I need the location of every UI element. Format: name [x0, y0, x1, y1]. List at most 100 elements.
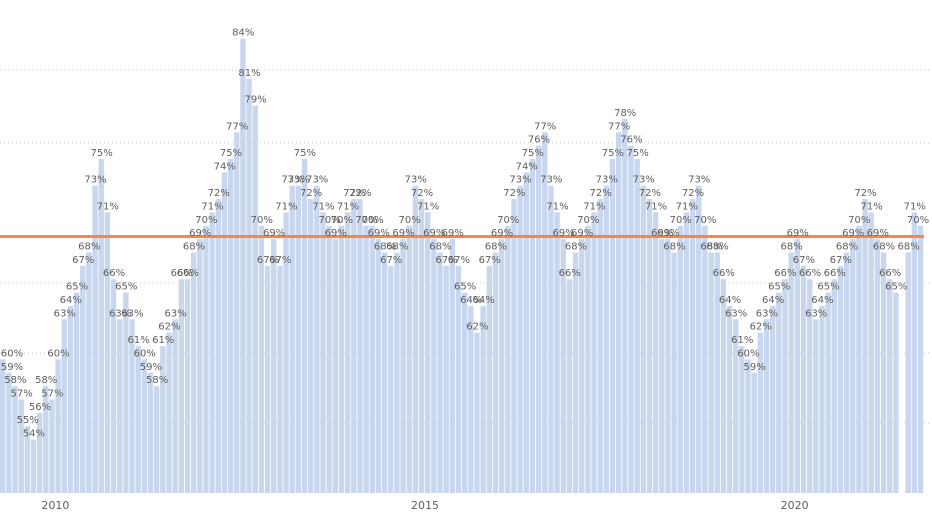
data-label: 68% [700, 242, 722, 253]
bar [141, 359, 148, 493]
data-label: 71% [645, 201, 667, 212]
bar [468, 305, 474, 493]
bar [523, 172, 529, 493]
bar [234, 132, 240, 493]
bar-series [0, 38, 924, 494]
bar [585, 225, 591, 493]
data-label: 60% [1, 348, 23, 359]
bar [117, 319, 123, 493]
bar [498, 239, 505, 493]
data-label: 72% [854, 188, 876, 199]
bar [123, 292, 129, 493]
bar [289, 185, 295, 493]
bar [12, 386, 18, 493]
bar [24, 426, 30, 493]
data-label: 81% [238, 68, 260, 79]
bar [880, 252, 887, 493]
data-label: 59% [1, 362, 23, 373]
bar [837, 265, 844, 493]
data-label: 73% [540, 175, 562, 186]
data-label: 67% [435, 255, 457, 266]
data-label: 72% [589, 188, 611, 199]
data-label: 73% [288, 175, 310, 186]
bar [560, 239, 566, 493]
data-label: 73% [84, 175, 106, 186]
bar [326, 225, 332, 493]
bar [794, 239, 800, 493]
data-label: 63% [805, 308, 827, 319]
data-label: 61% [152, 335, 174, 346]
data-label: 79% [244, 95, 266, 106]
bar [240, 38, 246, 493]
bar [147, 372, 154, 493]
bar [665, 239, 671, 493]
data-label: 63% [109, 308, 131, 319]
bar [831, 279, 837, 493]
bar [443, 265, 449, 493]
data-label: 62% [158, 322, 180, 333]
bar [178, 279, 184, 493]
data-label: 68% [780, 242, 802, 253]
data-label: 62% [466, 322, 488, 333]
data-label: 71% [97, 201, 119, 212]
bar [893, 292, 899, 493]
data-label: 67% [830, 255, 852, 266]
data-label: 69% [442, 228, 464, 239]
bar [850, 239, 856, 493]
bar [843, 252, 850, 493]
data-label: 67% [448, 255, 470, 266]
data-label: 69% [787, 228, 809, 239]
data-label: 73% [281, 175, 303, 186]
bar [689, 199, 696, 493]
bar [462, 292, 468, 493]
bar [381, 252, 388, 493]
bar [227, 158, 234, 493]
data-label: 70% [577, 215, 599, 226]
data-label: 64% [811, 295, 833, 306]
bar [357, 199, 363, 493]
bar [55, 359, 61, 493]
bar [308, 199, 314, 493]
data-label: 63% [54, 308, 76, 319]
bar [591, 212, 597, 494]
bar [369, 225, 375, 493]
data-label: 68% [78, 242, 100, 253]
data-label: 66% [177, 268, 199, 279]
bar [283, 212, 289, 494]
data-labels: 60%59%58%57%55%54%56%58%57%60%63%64%65%6… [1, 28, 929, 440]
bar [554, 212, 560, 494]
data-label: 77% [226, 121, 248, 132]
data-label: 70% [195, 215, 217, 226]
data-label: 63% [725, 308, 747, 319]
data-label: 71% [312, 201, 334, 212]
data-label: 71% [417, 201, 439, 212]
data-label: 68% [565, 242, 587, 253]
bar [172, 319, 178, 493]
bar [542, 132, 548, 493]
bar [455, 265, 462, 493]
data-label: 65% [817, 282, 839, 293]
bar [277, 265, 283, 493]
bar [548, 185, 554, 493]
bar [825, 292, 831, 493]
data-label: 69% [263, 228, 285, 239]
data-label: 57% [10, 389, 32, 400]
bar [49, 399, 55, 493]
data-label: 67% [72, 255, 94, 266]
bar [271, 239, 277, 493]
bar [252, 105, 258, 493]
data-label: 64% [762, 295, 784, 306]
bar [757, 332, 764, 493]
bar [603, 185, 610, 493]
data-label: 72% [300, 188, 322, 199]
data-label: 72% [503, 188, 525, 199]
data-label: 73% [688, 175, 710, 186]
bar [776, 292, 782, 493]
bar [154, 386, 160, 493]
bar [258, 225, 265, 493]
data-label: 71% [583, 201, 605, 212]
bar [887, 279, 893, 493]
data-label: 67% [269, 255, 291, 266]
data-label: 75% [626, 148, 648, 159]
bar [517, 185, 523, 493]
